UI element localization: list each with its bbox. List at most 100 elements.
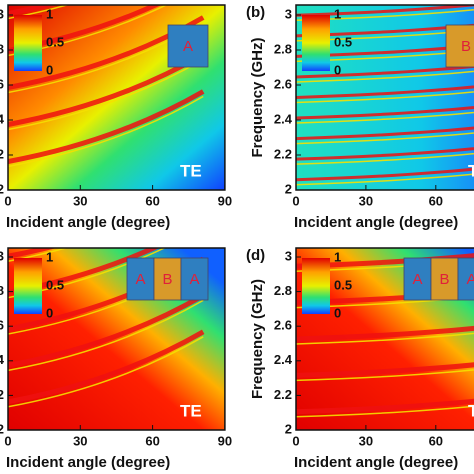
polarization: TM — [468, 161, 474, 180]
x-tick-label: 60 — [145, 433, 159, 448]
x-tick-label: 60 — [429, 433, 443, 448]
x-tick-label: 30 — [359, 193, 373, 208]
band-edge — [296, 152, 474, 165]
band — [296, 167, 474, 182]
x-tick-label: 60 — [429, 193, 443, 208]
x-axis-label: Incident angle (degree) — [294, 454, 458, 471]
y-tick-label: 2.6 — [274, 76, 292, 91]
colorbar — [14, 258, 42, 314]
y-tick-label: 2.4 — [0, 352, 5, 367]
x-tick-label: 60 — [145, 193, 159, 208]
band — [296, 64, 474, 79]
colorbar-label: 0 — [46, 305, 53, 320]
colorbar-label: 0.5 — [46, 277, 64, 292]
band-edge — [8, 5, 70, 20]
colorbar-label: 1 — [46, 6, 53, 21]
x-tick-label: 0 — [4, 193, 11, 208]
x-tick-label: 90 — [218, 433, 232, 448]
band-edge — [296, 405, 474, 418]
panel-label: (d) — [246, 247, 265, 264]
band — [296, 398, 474, 415]
layer-label: B — [162, 271, 172, 288]
band — [8, 293, 205, 368]
x-axis-label: Incident angle (degree) — [6, 454, 170, 471]
band — [296, 325, 474, 342]
band-edge — [296, 111, 474, 124]
band-edge — [8, 299, 204, 372]
y-tick-label: 2.8 — [0, 283, 4, 298]
colorbar-label: 0 — [46, 62, 53, 77]
band-edge — [296, 332, 474, 345]
x-tick-label: 30 — [73, 433, 87, 448]
colorbar-label: 1 — [334, 6, 341, 21]
y-tick-label: 2.8 — [274, 41, 292, 56]
layer-label: B — [461, 38, 471, 55]
y-axis-label: Frequency (GHz) — [249, 279, 266, 399]
layer-box — [403, 257, 432, 301]
y-tick-label: 3 — [0, 248, 4, 263]
x-tick-label: 90 — [218, 193, 232, 208]
layer-box — [430, 257, 459, 301]
layer-box — [167, 24, 209, 68]
y-tick-label: 3 — [0, 6, 4, 21]
band-edge — [296, 91, 474, 104]
band-edge — [296, 132, 474, 145]
layer-label: B — [439, 271, 449, 288]
band — [296, 5, 474, 17]
band — [296, 85, 474, 99]
colorbar-label: 0.5 — [334, 277, 352, 292]
y-tick-label: 2.6 — [0, 76, 4, 91]
colorbar-label: 0.5 — [46, 34, 64, 49]
band-edge — [296, 369, 474, 382]
layer-box — [153, 257, 182, 301]
y-tick-label: 2.6 — [274, 318, 292, 333]
y-tick-label: 3 — [285, 248, 292, 263]
y-tick-label: 2.4 — [274, 352, 293, 367]
colorbar — [302, 15, 330, 71]
colorbar-label: 1 — [46, 249, 53, 264]
y-tick-label: 2.2 — [274, 146, 292, 161]
polarization: TE — [180, 161, 202, 180]
band — [8, 248, 57, 259]
band — [296, 126, 474, 141]
band-edge — [296, 173, 474, 186]
frame — [295, 247, 474, 431]
x-tick-label: 30 — [73, 193, 87, 208]
frame — [7, 247, 226, 431]
colorbar-label: 1 — [334, 249, 341, 264]
band — [296, 362, 474, 378]
polarization: TE — [180, 401, 202, 420]
x-tick-label: 0 — [292, 193, 299, 208]
band-edge — [8, 95, 204, 168]
layer-box — [180, 257, 209, 301]
polarization: TM — [468, 401, 474, 420]
layer-label: A — [183, 38, 193, 55]
y-tick-label: 2 — [285, 181, 292, 196]
y-tick-label: 2.2 — [0, 146, 4, 161]
colorbar — [302, 258, 330, 314]
x-tick-label: 0 — [292, 433, 299, 448]
colorbar-label: 0 — [334, 305, 341, 320]
band — [296, 147, 474, 161]
y-tick-label: 2.4 — [0, 111, 5, 126]
x-axis-label: Incident angle (degree) — [6, 214, 170, 231]
x-tick-label: 30 — [359, 433, 373, 448]
colorbar-label: 0.5 — [334, 34, 352, 49]
x-axis-label: Incident angle (degree) — [294, 214, 458, 231]
band — [8, 5, 58, 16]
y-tick-label: 2.4 — [274, 111, 293, 126]
y-axis-label: Frequency (GHz) — [249, 37, 266, 157]
y-tick-label: 2 — [285, 421, 292, 436]
layer-box — [457, 257, 474, 301]
band-edge — [8, 248, 69, 262]
y-tick-label: 2.8 — [274, 283, 292, 298]
band — [296, 105, 474, 120]
layer-box — [126, 257, 155, 301]
y-tick-label: 2 — [0, 421, 4, 436]
y-tick-label: 2 — [0, 181, 4, 196]
layer-label: A — [135, 271, 145, 288]
y-tick-label: 2.8 — [0, 41, 4, 56]
y-tick-label: 3 — [285, 6, 292, 21]
frame — [7, 4, 226, 191]
